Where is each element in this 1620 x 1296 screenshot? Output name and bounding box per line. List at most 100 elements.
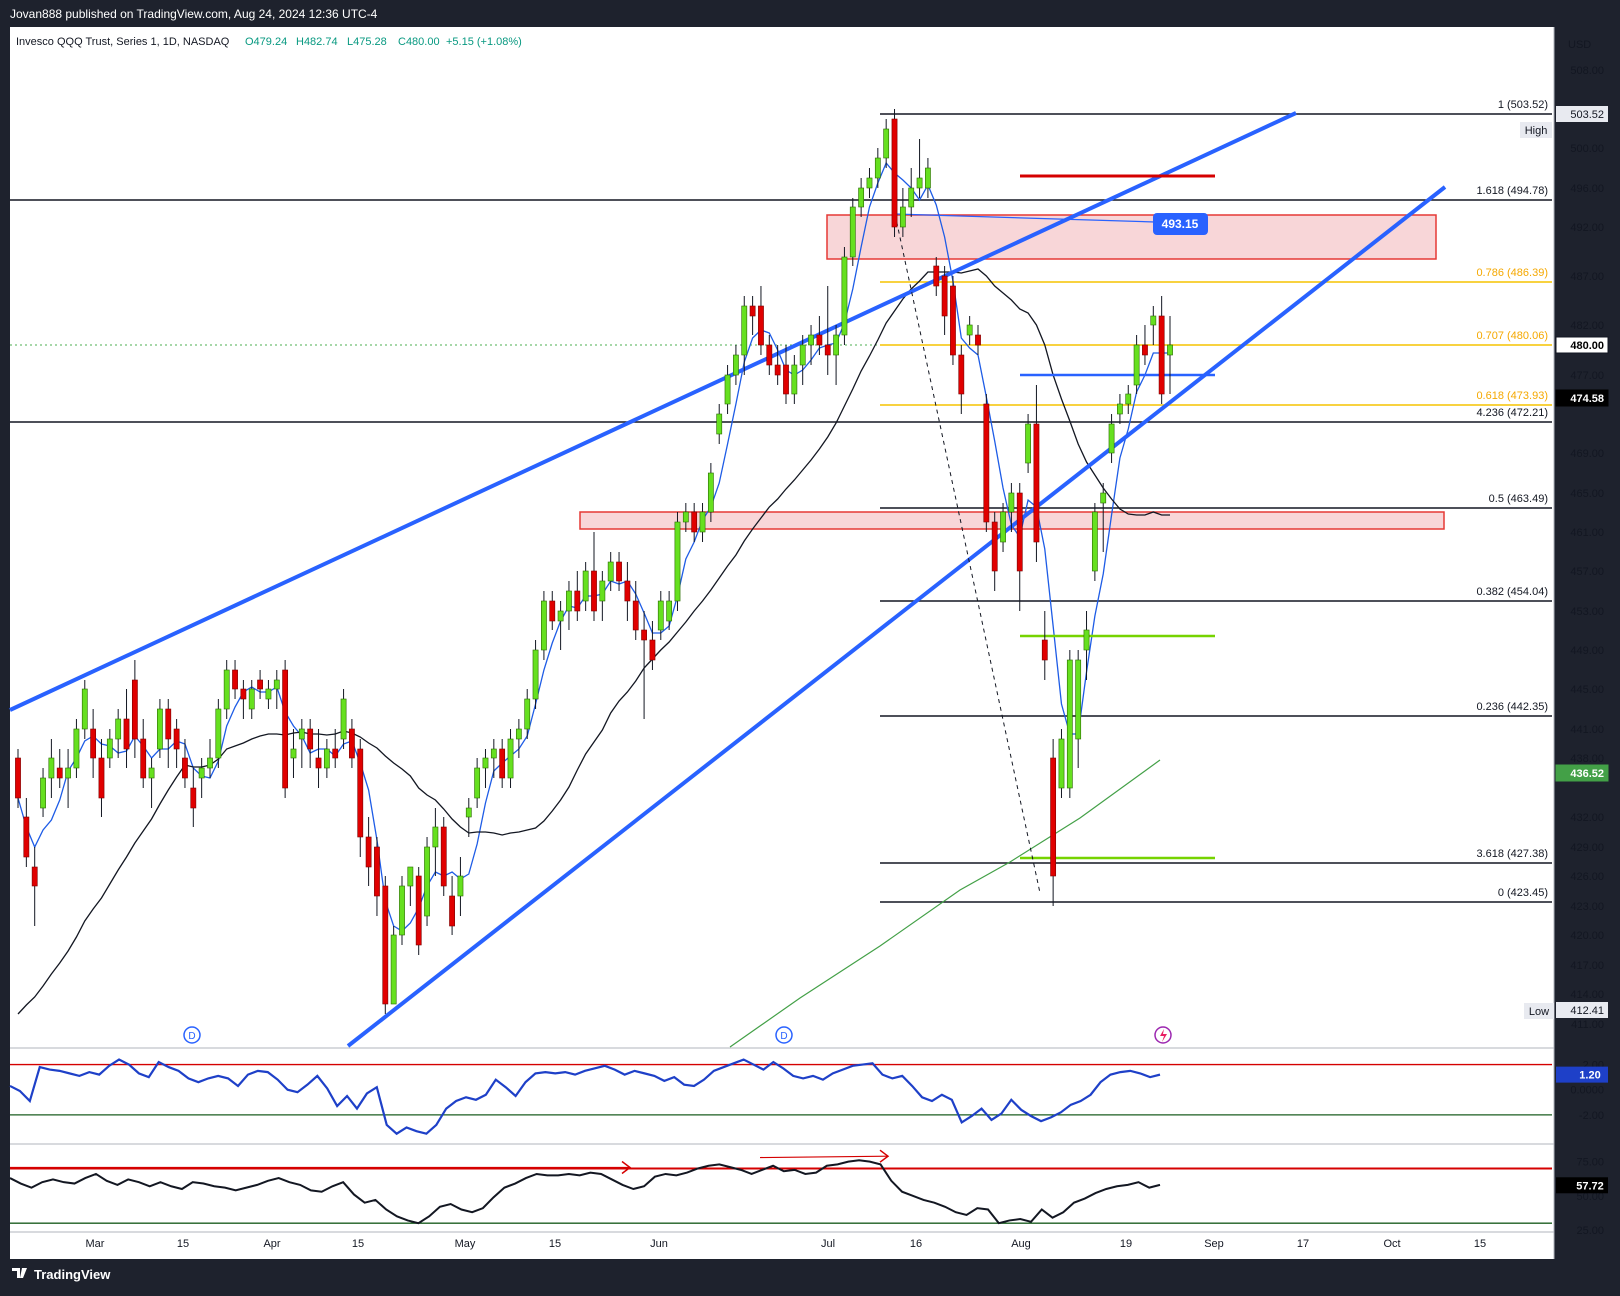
candle-body — [90, 728, 97, 759]
candle-body — [140, 738, 147, 779]
candle-body — [624, 580, 631, 602]
candle-body — [298, 728, 305, 740]
candlestick-series — [15, 109, 1173, 1014]
candle-body — [1133, 344, 1140, 386]
time-tick: May — [455, 1238, 476, 1250]
candle-body — [465, 807, 472, 818]
annotations[interactable]: 493.15 D D High Low — [183, 122, 1554, 1044]
currency-label[interactable]: USD — [1568, 39, 1591, 51]
candle-body — [899, 206, 906, 228]
ma-slow — [729, 759, 1161, 1048]
lower-trendline[interactable] — [346, 185, 1447, 1048]
price-tick: 414.00 — [1570, 989, 1604, 1001]
candle-body — [399, 885, 405, 936]
candle-body — [1016, 492, 1023, 572]
candle-body — [424, 846, 430, 917]
candle-body — [758, 305, 764, 346]
measure-line[interactable] — [894, 213, 1156, 223]
candle-body — [1125, 393, 1132, 405]
candle-body — [1083, 629, 1090, 651]
candle-body — [574, 590, 581, 612]
candle-body — [941, 275, 948, 317]
time-tick: 17 — [1297, 1238, 1309, 1250]
candle-body — [983, 403, 990, 523]
candle-body — [524, 698, 531, 730]
low-tag-label: Low — [1529, 1006, 1549, 1018]
candle-body — [766, 344, 773, 366]
candle-body — [1100, 492, 1107, 504]
chart-background — [10, 27, 1554, 1259]
candle-body — [733, 354, 739, 376]
price-tick: 492.00 — [1570, 222, 1604, 234]
candle-body — [374, 846, 380, 897]
candle-body — [557, 610, 564, 622]
candle-body — [290, 748, 297, 759]
fib-anchor-line[interactable] — [894, 213, 1041, 894]
symbol-legend: Invesco QQQ Trust, Series 1, 1D, NASDAQ … — [16, 36, 522, 48]
dividend-marker[interactable] — [183, 1026, 201, 1044]
fib-label: 0.236 (442.35) — [1476, 701, 1548, 713]
candle-body — [541, 600, 547, 651]
candle-body — [1117, 403, 1123, 415]
candle-body — [23, 816, 30, 858]
price-tick: 508.00 — [1570, 65, 1604, 77]
osc2-tick: 50.00 — [1576, 1191, 1604, 1203]
price-tick: 432.00 — [1570, 812, 1604, 824]
candle-body — [958, 354, 965, 395]
ohlc-high: H482.74 — [296, 36, 338, 48]
price-tick: 503.52 — [1570, 109, 1604, 121]
osc1-tick: 0.0000 — [1570, 1085, 1604, 1097]
time-tick: Mar — [86, 1238, 105, 1250]
price-callout-value: 493.15 — [1162, 217, 1199, 231]
candle-body — [48, 757, 55, 779]
candle-body — [925, 167, 931, 189]
time-axis[interactable]: Mar 15 Apr 15 May 15 Jun Jul 16 Aug 19 Sep 17 Oct 15 — [86, 1238, 1487, 1250]
candle-body — [248, 688, 255, 710]
candle-body — [1058, 738, 1065, 789]
time-tick: Jun — [650, 1238, 668, 1250]
candle-body — [674, 521, 681, 602]
price-tick: 487.00 — [1570, 271, 1604, 283]
resistance-zone[interactable] — [826, 214, 1437, 260]
time-tick: Aug — [1011, 1238, 1031, 1250]
fibonacci-levels[interactable]: 1 (503.52) 1.618 (494.78) 0.786 (486.39) 0.… — [10, 99, 1552, 903]
candle-body — [691, 511, 698, 533]
candle-body — [215, 708, 222, 759]
dividend-marker[interactable] — [775, 1026, 793, 1044]
tradingview-logo-icon — [12, 1268, 27, 1278]
candle-body — [507, 738, 514, 779]
candle-body — [198, 767, 205, 779]
candle-body — [499, 748, 506, 779]
candle-body — [749, 305, 756, 317]
price-tick: 469.00 — [1570, 448, 1604, 460]
candle-body — [891, 118, 898, 228]
candle-body — [1050, 757, 1057, 877]
candle-body — [449, 895, 455, 927]
high-tag — [1520, 122, 1552, 138]
symbol-name: Invesco QQQ Trust, Series 1, 1D, NASDAQ — [16, 36, 230, 48]
upper-trendline[interactable] — [9, 111, 1297, 712]
divergence-line[interactable] — [759, 1155, 889, 1159]
candle-body — [816, 334, 823, 346]
price-callout[interactable] — [1153, 213, 1208, 235]
fib-label: 4.236 (472.21) — [1476, 407, 1548, 419]
candle-body — [123, 718, 130, 750]
candle-body — [257, 679, 263, 690]
ohlc-change: +5.15 (+1.08%) — [446, 36, 522, 48]
fib-label: 0.5 (463.49) — [1489, 493, 1548, 505]
lightning-icon — [1160, 1029, 1167, 1042]
osc2-tick: 25.00 — [1576, 1225, 1604, 1237]
fib-label: 0.618 (473.93) — [1476, 390, 1548, 402]
tradingview-logo[interactable]: TradingView — [12, 1267, 111, 1282]
candle-body — [607, 561, 614, 582]
candle-body — [407, 866, 414, 887]
trendlines[interactable] — [9, 111, 1447, 1048]
price-axis[interactable]: 508.00 503.52 500.00 496.00 492.00 487.00 482.… — [1555, 65, 1609, 1031]
oscillator-pane-1: 2.000.0000-2.001.20 — [9, 1058, 1608, 1136]
time-tick: 15 — [352, 1238, 364, 1250]
candle-body — [73, 728, 80, 769]
fib-label: 1 (503.52) — [1498, 99, 1548, 111]
fib-label: 0.786 (486.39) — [1476, 267, 1548, 279]
